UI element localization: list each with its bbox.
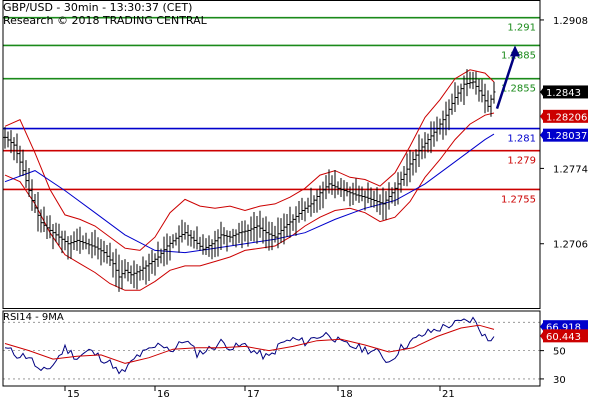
rsi-panel-frame (2, 310, 541, 387)
y-tick-label: 1.2908 (553, 16, 588, 27)
support-level-label: 1.279 (507, 156, 536, 167)
rsi-ma-line (4, 324, 495, 364)
pivot-level-label: 1.281 (507, 134, 536, 145)
x-tick-label: 21 (442, 389, 455, 400)
x-tick-label: 15 (67, 389, 80, 400)
price-tag-label: 1.2843 (546, 88, 581, 99)
chart-title: GBP/USD - 30min - 13:30:37 (CET) (3, 1, 193, 14)
moving-average-line (4, 133, 495, 254)
x-tick-label: 16 (157, 389, 170, 400)
price-tag-pointer (540, 112, 543, 121)
rsi-tag-label: 66.918 (546, 323, 581, 334)
forecast-arrow-head (510, 45, 520, 57)
rsi-y-tick-label: 50 (553, 347, 566, 358)
price-tag-bg (543, 128, 588, 142)
chart-subtitle: Research © 2018 TRADING CENTRAL (3, 14, 207, 27)
bollinger-lower-band (4, 112, 495, 291)
x-tick-label: 18 (340, 389, 353, 400)
rsi-line (4, 316, 495, 375)
resistance-level-label: 1.291 (507, 23, 536, 34)
rsi-panel-title: RSI14 - 9MA (3, 312, 64, 323)
price-tag-pointer (540, 131, 543, 140)
forecast-arrow-shaft (495, 53, 517, 109)
price-tag-bg (543, 109, 588, 123)
x-tick-label: 17 (247, 389, 260, 400)
price-tag-label: 1.28037 (546, 131, 587, 142)
main-panel-frame (2, 0, 541, 309)
price-tag-label: 1.28206 (546, 112, 587, 123)
rsi-y-tick-label: 30 (553, 375, 566, 386)
price-tag-pointer (540, 87, 543, 96)
rsi-tag-label: 60.443 (546, 332, 581, 343)
y-tick-label: 1.2774 (553, 164, 588, 175)
resistance-level-label: 1.2855 (501, 84, 536, 95)
support-level-label: 1.2755 (501, 194, 536, 205)
y-tick-label: 1.2706 (553, 240, 588, 251)
bollinger-upper-band (4, 69, 495, 251)
rsi-tag-bg (543, 329, 588, 343)
rsi-tag-pointer (540, 322, 543, 331)
rsi-tag-pointer (540, 331, 543, 340)
price-tag-bg (543, 85, 588, 99)
